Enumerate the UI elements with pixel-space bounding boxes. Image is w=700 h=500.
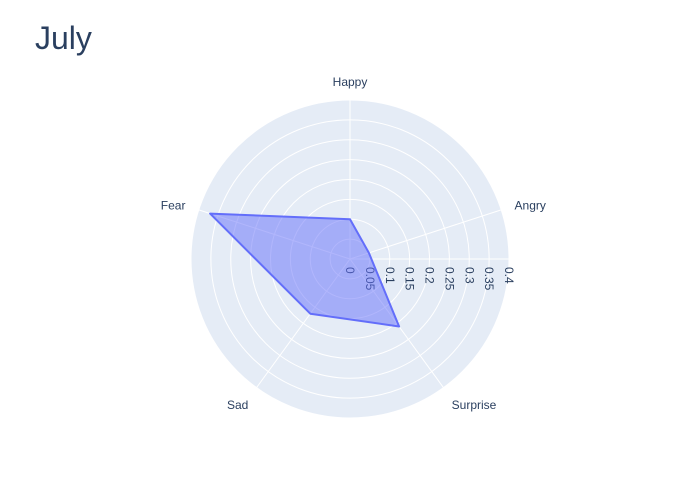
category-label: Surprise xyxy=(452,398,497,412)
radial-tick-label: 0.1 xyxy=(383,267,397,284)
radial-tick-label: 0.35 xyxy=(482,267,496,291)
category-label: Happy xyxy=(333,75,368,89)
category-label: Angry xyxy=(515,199,546,213)
radial-tick-label: 0.25 xyxy=(442,267,456,291)
radial-tick-label: 0.3 xyxy=(462,267,476,284)
angular-spoke xyxy=(349,209,502,260)
category-label: Sad xyxy=(227,398,248,412)
radial-tick-label: 0.2 xyxy=(423,267,437,284)
chart-title: July xyxy=(35,20,92,56)
radial-tick-label: 0.4 xyxy=(502,267,516,284)
series-area xyxy=(209,212,401,328)
category-label: Fear xyxy=(161,199,186,213)
radial-tick-label: 0.15 xyxy=(403,267,417,291)
